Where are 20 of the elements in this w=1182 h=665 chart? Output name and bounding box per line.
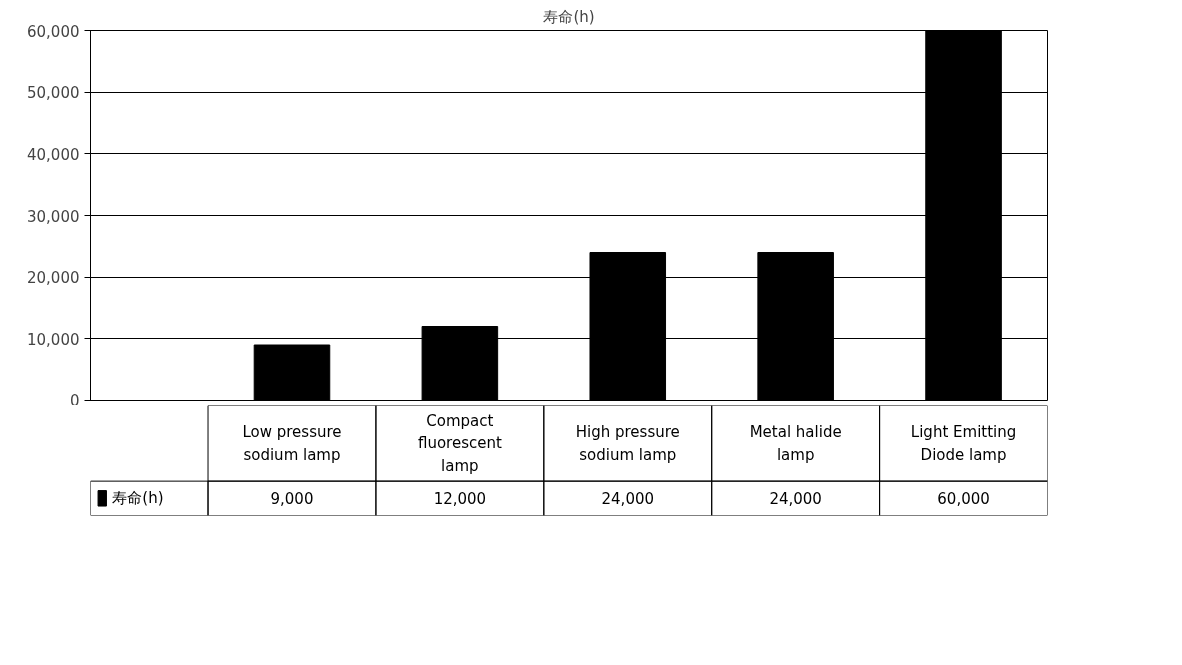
x-tick-label: Compact fluorescent lamp (417, 411, 502, 475)
y-tick-label: 10,000 (27, 330, 80, 349)
y-tick-label: 60,000 (27, 22, 80, 41)
data-label: 24,000 (601, 490, 655, 509)
x-tick-label: High pressure sodium lamp (575, 423, 680, 464)
x-tick-label: Low pressure sodium lamp (242, 423, 342, 464)
y-tick-label: 30,000 (27, 207, 80, 226)
data-label: 9,000 (270, 490, 314, 509)
x-tick-label: Light Emitting Diode lamp (910, 423, 1017, 464)
y-tick-label: 20,000 (27, 269, 80, 288)
bar (253, 344, 331, 401)
y-tick-label: 50,000 (27, 84, 80, 103)
data-label: 60,000 (937, 490, 990, 509)
y-tick-label: 0 (69, 391, 80, 410)
legend-label: 寿命(h) (112, 489, 164, 508)
y-tick-label: 40,000 (27, 145, 80, 164)
data-label: 12,000 (433, 490, 487, 509)
data-label: 24,000 (769, 490, 822, 509)
chart-title: 寿命(h) (543, 7, 595, 26)
x-tick-label: Metal halide lamp (749, 423, 842, 464)
